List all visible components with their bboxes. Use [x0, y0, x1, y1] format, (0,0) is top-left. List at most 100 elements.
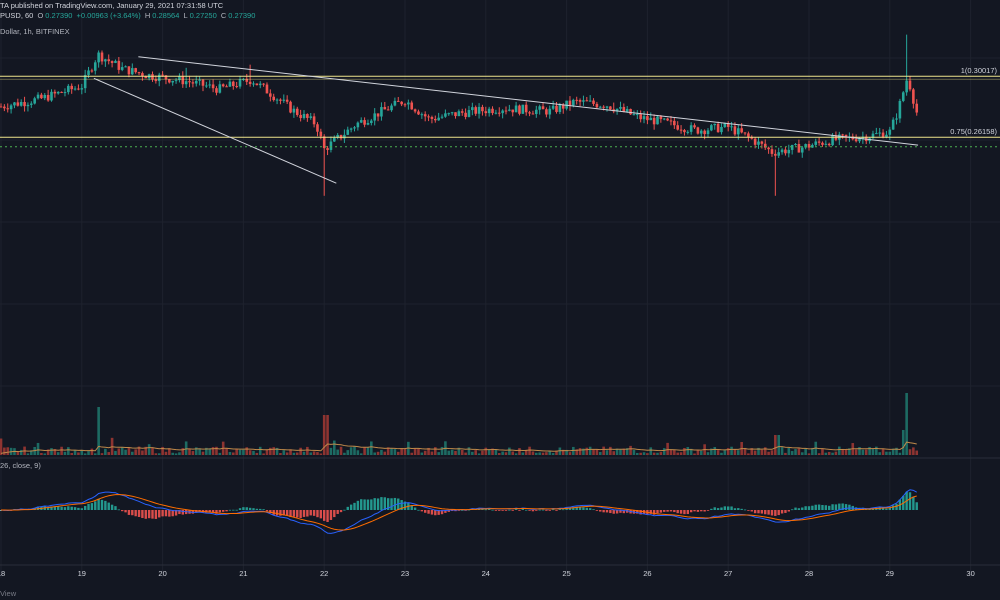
volume-bar: [93, 453, 97, 455]
macd-histogram-bar: [326, 510, 329, 522]
candle-body: [844, 134, 848, 137]
volume-bar: [713, 447, 717, 455]
candle-body: [403, 104, 407, 106]
candle-body: [474, 107, 477, 114]
volume-bar: [252, 450, 255, 455]
macd-histogram-bar: [915, 502, 918, 510]
candle-body: [218, 84, 222, 93]
volume-bar: [319, 453, 323, 455]
candle-body: [619, 106, 622, 109]
macd-histogram-bar: [373, 498, 376, 510]
candle-body: [410, 102, 414, 110]
volume-bar: [467, 447, 471, 455]
candle-body: [90, 70, 94, 72]
candle-body: [93, 62, 97, 71]
macd-histogram-bar: [828, 505, 831, 510]
macd-histogram-bar: [63, 507, 67, 510]
macd-histogram-bar: [649, 510, 652, 514]
macd-histogram-bar: [376, 498, 380, 510]
macd-histogram-bar: [255, 508, 259, 510]
pair-description-text: Dollar, 1h, BITFINEX: [0, 27, 70, 36]
candle-body: [40, 94, 43, 99]
volume-bar: [686, 446, 690, 455]
x-tick-label: 23: [401, 569, 409, 578]
candle-body: [104, 59, 107, 62]
candle-body: [265, 84, 269, 94]
low-value: 0.27250: [189, 11, 217, 20]
candle-body: [329, 141, 333, 150]
volume-bar: [693, 453, 696, 455]
macd-histogram-bar: [807, 506, 811, 510]
low-label: L: [183, 11, 188, 20]
candle-body: [252, 83, 255, 85]
candle-body: [194, 80, 198, 84]
candle-body: [423, 114, 427, 117]
volume-bar: [834, 451, 838, 455]
volume-bar: [181, 448, 185, 455]
volume-bar: [888, 451, 892, 455]
macd-histogram-bar: [97, 498, 100, 510]
publisher-line: TA published on TradingView.com, January…: [0, 1, 225, 11]
candle-body: [279, 99, 282, 101]
macd-histogram-bar: [794, 507, 797, 510]
macd-histogram-bar: [70, 506, 73, 510]
volume-bar: [242, 449, 245, 455]
macd-histogram-bar: [154, 510, 158, 519]
volume-bar: [245, 447, 249, 455]
x-tick-label: 19: [78, 569, 86, 578]
macd-histogram-bar: [814, 504, 817, 510]
volume-bar: [228, 451, 232, 455]
macd-histogram-bar: [279, 510, 282, 516]
candle-body: [750, 136, 754, 139]
macd-indicator-label[interactable]: 26, close, 9): [0, 461, 41, 470]
trendlines[interactable]: [93, 56, 919, 184]
macd-histogram-bar: [743, 509, 747, 511]
horizontal-levels[interactable]: 1(0.30017) 0.75(0.26158): [0, 66, 1000, 148]
volume-bar: [191, 451, 195, 455]
macd-histogram-bar: [269, 510, 272, 514]
volume-bar: [346, 450, 350, 455]
volume-bar: [484, 447, 488, 455]
macd-histogram-bar: [235, 509, 238, 511]
candle-body: [561, 104, 565, 109]
candle-body: [272, 96, 275, 101]
candle-body: [16, 102, 20, 106]
volume-bar: [898, 452, 902, 455]
volume-bar: [316, 452, 319, 455]
candle-body: [30, 103, 33, 105]
candle-body: [63, 92, 67, 94]
macd-histogram-bar: [804, 506, 807, 510]
candle-body: [437, 117, 440, 121]
volume-bar: [390, 448, 393, 455]
candle-body: [302, 114, 306, 119]
macd-histogram-bar: [767, 510, 770, 515]
candle-body: [161, 74, 164, 76]
x-tick-label: 30: [966, 569, 974, 578]
macd-histogram-bar: [215, 510, 218, 514]
candle-body: [181, 76, 185, 85]
candle-body: [471, 107, 474, 111]
macd-histogram-bar: [417, 509, 420, 511]
volume-bar: [248, 450, 252, 455]
volume-bar: [215, 446, 218, 455]
volume-bar: [235, 449, 238, 455]
candle-body: [541, 106, 545, 110]
candle-body: [824, 143, 828, 145]
candlestick-series: [0, 34, 919, 196]
macd-histogram-bar: [114, 506, 117, 510]
candle-body: [117, 60, 121, 70]
volume-bar: [491, 448, 494, 455]
candle-body: [393, 100, 397, 106]
candle-body: [312, 116, 316, 125]
macd-histogram-bar: [518, 510, 521, 511]
volume-bar: [598, 451, 602, 455]
macd-histogram-bar: [558, 509, 562, 510]
volume-bar: [437, 452, 440, 455]
volume-bar: [154, 453, 158, 455]
candle-body: [841, 134, 844, 136]
candle-body: [211, 84, 215, 89]
candle-body: [289, 101, 292, 113]
candle-body: [174, 80, 178, 82]
candle-body: [676, 125, 679, 130]
